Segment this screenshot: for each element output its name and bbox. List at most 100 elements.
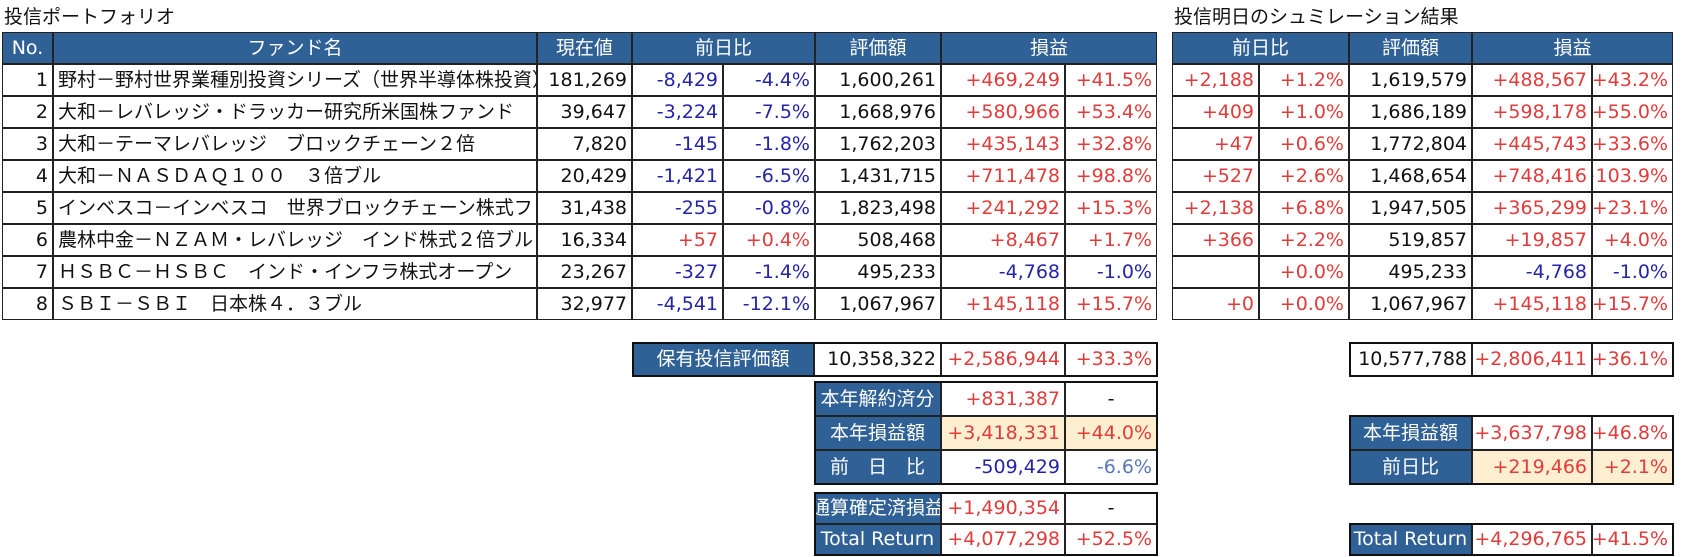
sim-holdings-pct[interactable]: +36.1% [1592,343,1673,376]
sim-profit-loss[interactable]: +748,416 [1472,160,1592,192]
holdings-label[interactable]: 保有投信評価額 [632,343,814,376]
profit-loss[interactable]: +145,118 [941,288,1065,320]
valuation[interactable]: 1,431,715 [815,160,941,192]
total-return-pct[interactable]: +52.5% [1065,524,1157,555]
day-change-pct[interactable]: -0.8% [723,192,815,224]
sim-profit-loss[interactable]: +445,743 [1472,128,1592,160]
sim-valuation[interactable]: 1,067,967 [1349,288,1472,320]
valuation[interactable]: 1,762,203 [815,128,941,160]
day-change-pct[interactable]: -12.1% [723,288,815,320]
day-change-pct[interactable]: +0.4% [723,224,815,256]
profit-loss-pct[interactable]: +1.7% [1065,224,1157,256]
row-no[interactable]: 2 [2,96,53,128]
holdings-pl[interactable]: +2,586,944 [941,343,1065,376]
valuation[interactable]: 1,823,498 [815,192,941,224]
header-profit-loss[interactable]: 損益 [941,32,1157,64]
sim-profit-loss-pct[interactable]: +43.2% [1592,64,1673,96]
price[interactable]: 39,647 [537,96,632,128]
day-change-pct[interactable]: -6.5% [723,160,815,192]
row-no[interactable]: 6 [2,224,53,256]
row-no[interactable]: 8 [2,288,53,320]
sim-total-return-pct[interactable]: +41.5% [1592,524,1673,555]
valuation[interactable]: 508,468 [815,224,941,256]
row-no[interactable]: 7 [2,256,53,288]
sim-profit-loss-pct[interactable]: -1.0% [1592,256,1673,288]
sim-day-change-pct[interactable]: +2.6% [1259,160,1349,192]
profit-loss[interactable]: +580,966 [941,96,1065,128]
realized-total-value[interactable]: +1,490,354 [941,493,1065,524]
sim-valuation[interactable]: 519,857 [1349,224,1472,256]
sim-total-return-value[interactable]: +4,296,765 [1472,524,1592,555]
total-return-value[interactable]: +4,077,298 [941,524,1065,555]
header-fund-name[interactable]: ファンド名 [53,32,537,64]
price[interactable]: 31,438 [537,192,632,224]
day-change[interactable]: -145 [632,128,723,160]
profit-loss[interactable]: -4,768 [941,256,1065,288]
sim-total-return-label[interactable]: Total Return [1349,524,1472,555]
sim-day-change[interactable]: +527 [1172,160,1259,192]
fund-name[interactable]: 大和－ＮＡＳＤＡＱ１００ ３倍ブル [53,160,537,192]
fund-name[interactable]: インベスコ－インベスコ 世界ブロックチェーン株式ファン [53,192,537,224]
closed-this-year-value[interactable]: +831,387 [941,382,1065,416]
profit-loss-pct[interactable]: +15.3% [1065,192,1157,224]
sim-day-change[interactable]: +0 [1172,288,1259,320]
fund-name[interactable]: 大和－レバレッジ・ドラッカー研究所米国株ファンド [53,96,537,128]
header-no[interactable]: No. [2,32,53,64]
sim-valuation[interactable]: 1,619,579 [1349,64,1472,96]
row-no[interactable]: 5 [2,192,53,224]
profit-loss-pct[interactable]: +98.8% [1065,160,1157,192]
sim-day-change[interactable] [1172,256,1259,288]
closed-this-year-label[interactable]: 本年解約済分 [814,382,941,416]
row-no[interactable]: 1 [2,64,53,96]
sim-header-day-change[interactable]: 前日比 [1172,32,1349,64]
day-change[interactable]: -8,429 [632,64,723,96]
profit-loss-pct[interactable]: -1.0% [1065,256,1157,288]
sim-profit-loss-pct[interactable]: +23.1% [1592,192,1673,224]
day-change-pct[interactable]: -6.6% [1065,450,1157,484]
this-year-pl-pct[interactable]: +44.0% [1065,416,1157,450]
row-no[interactable]: 3 [2,128,53,160]
closed-this-year-pct[interactable]: - [1065,382,1157,416]
sim-profit-loss-pct[interactable]: +103.9% [1592,160,1673,192]
fund-name[interactable]: ＳＢＩ－ＳＢＩ 日本株４．３ブル [53,288,537,320]
row-no[interactable]: 4 [2,160,53,192]
price[interactable]: 16,334 [537,224,632,256]
fund-name[interactable]: 野村－野村世界業種別投資シリーズ（世界半導体株投資） [53,64,537,96]
price[interactable]: 20,429 [537,160,632,192]
sim-day-change[interactable]: +2,138 [1172,192,1259,224]
sim-valuation[interactable]: 495,233 [1349,256,1472,288]
sim-profit-loss[interactable]: +365,299 [1472,192,1592,224]
profit-loss-pct[interactable]: +32.8% [1065,128,1157,160]
day-change[interactable]: -255 [632,192,723,224]
sim-day-change-pct[interactable]: +1.0% [1259,96,1349,128]
sim-holdings-value[interactable]: 10,577,788 [1349,343,1472,376]
profit-loss[interactable]: +8,467 [941,224,1065,256]
day-change[interactable]: -1,421 [632,160,723,192]
sim-profit-loss[interactable]: +19,857 [1472,224,1592,256]
sim-day-change[interactable]: +2,188 [1172,64,1259,96]
sim-this-year-pl-value[interactable]: +3,637,798 [1472,416,1592,450]
fund-name[interactable]: 大和－テーマレバレッジ ブロックチェーン２倍 [53,128,537,160]
sim-day-change-pct[interactable]: +1.2% [1259,64,1349,96]
valuation[interactable]: 1,067,967 [815,288,941,320]
sim-profit-loss[interactable]: +145,118 [1472,288,1592,320]
sim-day-change[interactable]: +366 [1172,224,1259,256]
day-change-pct[interactable]: -1.8% [723,128,815,160]
price[interactable]: 23,267 [537,256,632,288]
holdings-value[interactable]: 10,358,322 [814,343,941,376]
sim-day-change-pct[interactable]: +6.8% [1259,192,1349,224]
header-price[interactable]: 現在値 [537,32,632,64]
day-change[interactable]: -327 [632,256,723,288]
this-year-pl-value[interactable]: +3,418,331 [941,416,1065,450]
day-change-value[interactable]: -509,429 [941,450,1065,484]
sim-valuation[interactable]: 1,468,654 [1349,160,1472,192]
day-change[interactable]: +57 [632,224,723,256]
fund-name[interactable]: 農林中金－ＮＺＡＭ・レバレッジ インド株式２倍ブル [53,224,537,256]
profit-loss-pct[interactable]: +15.7% [1065,288,1157,320]
sim-day-change-pct[interactable]: +2.1% [1592,450,1673,484]
day-change[interactable]: -4,541 [632,288,723,320]
realized-total-label[interactable]: 通算確定済損益 [814,493,941,524]
price[interactable]: 7,820 [537,128,632,160]
sim-day-change-pct[interactable]: +0.0% [1259,256,1349,288]
valuation[interactable]: 1,668,976 [815,96,941,128]
